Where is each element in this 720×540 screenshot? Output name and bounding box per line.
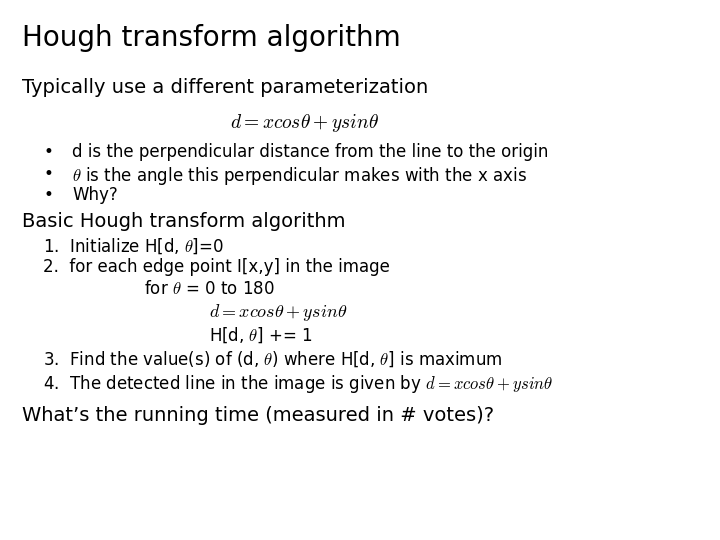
- Text: •: •: [43, 143, 53, 161]
- Text: Typically use a different parameterization: Typically use a different parameterizati…: [22, 78, 428, 97]
- Text: Hough transform algorithm: Hough transform algorithm: [22, 24, 400, 52]
- Text: Why?: Why?: [72, 186, 118, 204]
- Text: H[d, $\theta$] += 1: H[d, $\theta$] += 1: [209, 325, 312, 345]
- Text: 4.  The detected line in the image is given by $d = xcos\theta + ysin\theta$: 4. The detected line in the image is giv…: [43, 373, 554, 395]
- Text: $d = xcos\theta + ysin\theta$: $d = xcos\theta + ysin\theta$: [230, 112, 379, 134]
- Text: 2.  for each edge point I[x,y] in the image: 2. for each edge point I[x,y] in the ima…: [43, 258, 390, 276]
- Text: 1.  Initialize H[d, $\theta$]=0: 1. Initialize H[d, $\theta$]=0: [43, 237, 224, 256]
- Text: $\theta$ is the angle this perpendicular makes with the x axis: $\theta$ is the angle this perpendicular…: [72, 165, 527, 187]
- Text: 3.  Find the value(s) of (d, $\theta$) where H[d, $\theta$] is maximum: 3. Find the value(s) of (d, $\theta$) wh…: [43, 350, 503, 369]
- Text: What’s the running time (measured in # votes)?: What’s the running time (measured in # v…: [22, 406, 494, 425]
- Text: •: •: [43, 186, 53, 204]
- Text: $d = xcos\theta + ysin\theta$: $d = xcos\theta + ysin\theta$: [209, 302, 347, 323]
- Text: for $\theta$ = 0 to 180: for $\theta$ = 0 to 180: [144, 280, 275, 298]
- Text: d is the perpendicular distance from the line to the origin: d is the perpendicular distance from the…: [72, 143, 549, 161]
- Text: •: •: [43, 165, 53, 183]
- Text: Basic Hough transform algorithm: Basic Hough transform algorithm: [22, 212, 345, 231]
